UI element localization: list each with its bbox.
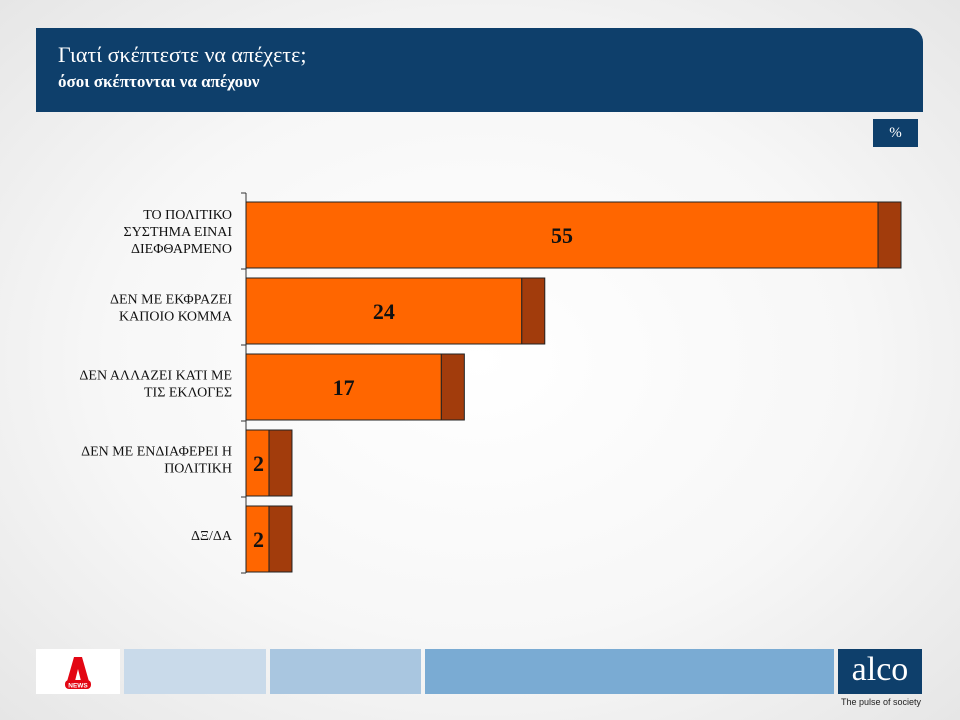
category-label: ΤΟ ΠΟΛΙΤΙΚΟ xyxy=(143,208,232,223)
category-label: ΔΙΕΦΘΑΡΜΕΝΟ xyxy=(131,242,232,257)
category-label: ΣΥΣΤΗΜΑ ΕΙΝΑΙ xyxy=(124,225,233,240)
bar-side xyxy=(268,429,293,497)
alpha-logo-text: NEWS xyxy=(68,683,88,690)
category-label: ΠΟΛΙΤΙΚΗ xyxy=(164,462,232,477)
data-label: 2 xyxy=(253,527,264,552)
alco-logo: alco xyxy=(838,649,922,694)
bar-side xyxy=(268,505,293,573)
chart-subtitle: όσοι σκέπτονται να απέχουν xyxy=(58,72,260,91)
bar xyxy=(245,277,523,345)
alpha-news-logo: NEWS xyxy=(36,649,120,694)
category-label: ΚΑΠΟΙΟ ΚΟΜΜΑ xyxy=(119,310,233,325)
category-label: ΤΙΣ ΕΚΛΟΓΕΣ xyxy=(144,386,232,401)
data-label: 24 xyxy=(373,299,395,324)
alco-tagline: The pulse of society xyxy=(840,697,922,707)
footer-band-3 xyxy=(425,649,834,694)
bar-side xyxy=(440,353,465,421)
bar-side xyxy=(521,277,546,345)
chart-header: Γιατί σκέπτεστε να απέχετε; όσοι σκέπτον… xyxy=(36,28,923,112)
alpha-logo-icon: NEWS xyxy=(65,657,91,690)
bar xyxy=(245,353,442,421)
footer-band-1 xyxy=(124,649,266,694)
data-label: 55 xyxy=(551,223,573,248)
unit-badge: % xyxy=(873,119,918,147)
footer-band-2 xyxy=(270,649,421,694)
category-label: ΔΕΝ ΜΕ ΕΚΦΡΑΖΕΙ xyxy=(110,293,232,308)
category-label: ΔΞ/ΔΑ xyxy=(191,529,233,544)
data-label: 17 xyxy=(333,375,355,400)
chart-title: Γιατί σκέπτεστε να απέχετε; xyxy=(58,42,307,67)
category-label: ΔΕΝ ΜΕ ΕΝΔΙΑΦΕΡΕΙ Η xyxy=(81,445,232,460)
data-label: 2 xyxy=(253,451,264,476)
category-label: ΔΕΝ ΑΛΛΑΖΕΙ ΚΑΤΙ ΜΕ xyxy=(79,369,232,384)
bar-side xyxy=(877,201,902,269)
